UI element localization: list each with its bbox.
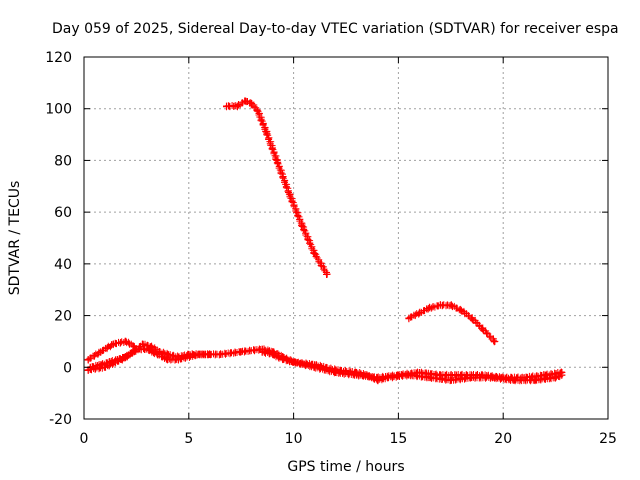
data-point [384, 374, 392, 382]
data-point [405, 371, 413, 379]
data-point [254, 107, 262, 115]
data-point [447, 301, 455, 309]
data-point [237, 348, 245, 356]
data-point [510, 376, 518, 384]
series-pass-5 [258, 348, 566, 385]
data-point [478, 325, 486, 332]
y-tick-label: 100 [45, 102, 72, 118]
data-point [84, 356, 92, 364]
y-tick-label: 60 [54, 205, 72, 221]
data-point [105, 358, 113, 366]
data-point [285, 190, 293, 198]
data-point [279, 356, 287, 364]
y-tick-label: -20 [49, 412, 72, 428]
data-point [468, 374, 476, 382]
chart-title: Day 059 of 2025, Sidereal Day-to-day VTE… [52, 21, 619, 37]
axis-ticks: 0 5 10 15 20 25 -20 0 20 40 60 80 100 120 [45, 50, 617, 447]
data-point [298, 221, 306, 229]
data-point [122, 353, 130, 361]
data-point [311, 250, 319, 258]
data-point [491, 337, 499, 345]
y-tick-label: 40 [54, 257, 72, 273]
x-tick-label: 0 [80, 431, 89, 447]
data-point [147, 343, 155, 351]
data-point [558, 371, 566, 379]
plot-frame [83, 56, 609, 420]
x-tick-label: 15 [389, 431, 407, 447]
data-point [206, 350, 214, 358]
series-pass-4 [223, 97, 331, 278]
data-point [290, 358, 298, 366]
y-axis-label: SDTVAR / TECUs [7, 181, 23, 296]
data-point [241, 97, 249, 105]
x-tick-label: 10 [285, 431, 303, 447]
data-point [457, 306, 465, 314]
x-tick-label: 25 [599, 431, 617, 447]
x-tick-label: 20 [494, 431, 512, 447]
data-point [114, 356, 122, 364]
data-point [447, 376, 455, 384]
data-point [311, 361, 319, 369]
data-point [130, 348, 138, 356]
data-point [248, 100, 256, 108]
data-point [139, 340, 147, 348]
series-pass-6 [405, 301, 499, 346]
series-pass-1 [84, 337, 138, 364]
data-point [352, 368, 360, 376]
data-point [185, 350, 193, 358]
data-point [155, 348, 163, 356]
data-point [122, 337, 130, 345]
y-tick-label: 20 [54, 309, 72, 325]
data-point [216, 350, 224, 358]
data-point [332, 366, 340, 374]
data-point [415, 309, 423, 317]
data-point [552, 374, 560, 382]
x-tick-label: 5 [184, 431, 193, 447]
data-point [262, 128, 270, 136]
data-point [164, 350, 172, 358]
data-point [97, 348, 105, 356]
data-point [174, 353, 182, 361]
data-point [373, 376, 381, 384]
data-point [531, 376, 539, 384]
data-point [258, 348, 266, 356]
y-tick-label: 120 [45, 50, 72, 66]
data-point [436, 301, 444, 309]
y-tick-label: 80 [54, 153, 72, 169]
data-point [426, 304, 434, 312]
x-axis-label: GPS time / hours [287, 459, 404, 475]
data-point [269, 350, 277, 358]
data-point [426, 374, 434, 382]
data-point [233, 102, 241, 110]
data-point [489, 374, 497, 382]
data-point [323, 270, 331, 278]
data-point [273, 156, 281, 164]
data-point [405, 314, 413, 322]
y-tick-label: 0 [63, 360, 72, 376]
data-series [84, 97, 566, 385]
data-point [468, 314, 476, 322]
data-point [363, 371, 371, 379]
data-point [109, 340, 117, 348]
series-pass-3 [86, 340, 214, 372]
grid-lines [84, 57, 608, 419]
data-point [223, 102, 231, 110]
data-point [97, 361, 105, 369]
